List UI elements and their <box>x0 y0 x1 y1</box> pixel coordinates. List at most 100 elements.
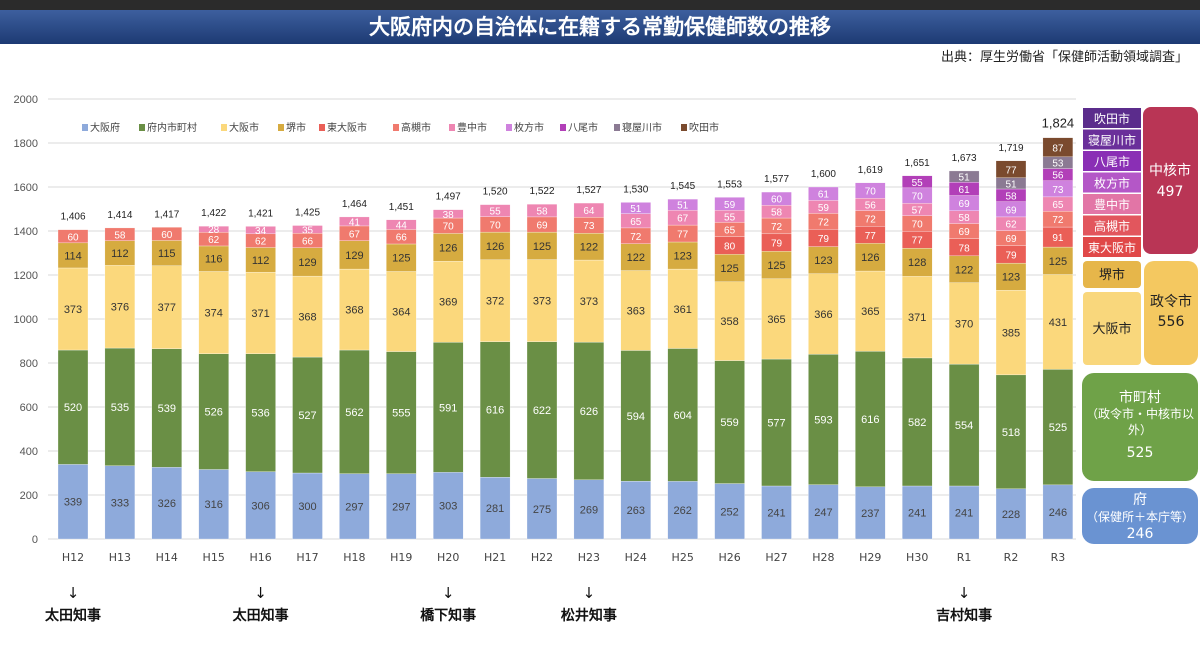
y-tick-label: 2000 <box>14 94 38 106</box>
legend-swatch-6 <box>449 124 455 131</box>
x-tick-label-H25: H25 <box>672 551 694 564</box>
x-tick-label-H20: H20 <box>437 551 459 564</box>
municipalities-sub: （政令市・中核市以外） <box>1086 407 1194 437</box>
data-label-H25-2: 361 <box>674 304 692 316</box>
bar-segment-H18-6 <box>339 216 370 227</box>
legend-swatch-3 <box>278 124 284 131</box>
governor-arrow-4: ↓ <box>958 584 971 602</box>
bar-segment-H30-1 <box>902 357 933 487</box>
data-label-H19-5: 66 <box>396 233 408 244</box>
data-label-H15-5: 62 <box>208 235 220 246</box>
data-label-H18-3: 129 <box>345 250 363 262</box>
total-label-H21: 1,520 <box>483 187 508 198</box>
core-city-label-5: 高槻市 <box>1094 219 1130 234</box>
legend-swatch-7 <box>506 124 512 131</box>
total-label-H26: 1,553 <box>717 179 742 190</box>
data-label-H20-1: 591 <box>439 402 457 414</box>
data-label-H16-2: 371 <box>251 308 269 320</box>
core-city-label-3: 枚方市 <box>1094 176 1130 191</box>
bar-segment-H30-3 <box>902 248 933 277</box>
core-city-box-6 <box>1083 237 1141 257</box>
bar-segment-H28-2 <box>808 273 839 355</box>
legend-label-7: 枚方市 <box>514 121 544 134</box>
bar-segment-H13-0 <box>104 465 136 540</box>
data-label-H26-2: 358 <box>720 316 738 328</box>
governor-arrow-3: ↓ <box>583 584 596 602</box>
bar-segment-H23-2 <box>573 259 605 343</box>
total-label-H23: 1,527 <box>576 185 601 196</box>
data-label-R2-1: 518 <box>1002 427 1020 439</box>
designated-group-value: 556 <box>1158 314 1185 330</box>
total-label-H16: 1,421 <box>248 208 273 219</box>
municipalities-box <box>1082 373 1198 481</box>
y-tick-label: 800 <box>20 358 38 370</box>
total-label-H18: 1,464 <box>342 199 367 210</box>
core-city-label-4: 豊中市 <box>1094 197 1130 212</box>
bar-segment-H24-0 <box>620 480 651 540</box>
x-tick-label-H28: H28 <box>812 551 834 564</box>
data-label-H25-3: 123 <box>674 251 692 263</box>
data-label-R2-0: 228 <box>1002 509 1020 521</box>
data-label-H20-6: 38 <box>443 210 455 221</box>
data-label-H26-7: 59 <box>724 200 736 211</box>
core-city-box-3 <box>1083 172 1141 193</box>
data-label-R1-3: 122 <box>955 264 973 276</box>
governor-label-4: 吉村知事 <box>936 607 992 624</box>
bar-segment-R3-10 <box>1042 137 1074 158</box>
data-label-H21-5: 70 <box>490 220 502 231</box>
data-label-H29-0: 237 <box>861 508 879 520</box>
legend-swatch-0 <box>82 124 88 131</box>
bar-segment-H29-7 <box>855 182 886 199</box>
data-label-H14-5: 60 <box>161 230 173 241</box>
bar-segment-R1-1 <box>948 363 980 487</box>
bar-segment-H26-1 <box>714 360 745 484</box>
x-tick-label-R3: R3 <box>1051 551 1066 564</box>
y-tick-label: 600 <box>20 402 38 414</box>
prefecture-sub: （保健所＋本庁等） <box>1086 510 1194 524</box>
bar-segment-H15-1 <box>198 353 229 470</box>
total-label-R1: 1,673 <box>952 153 977 164</box>
data-label-H19-3: 125 <box>392 253 410 265</box>
data-label-H16-3: 112 <box>252 255 270 267</box>
data-label-H24-5: 72 <box>630 232 642 243</box>
bar-segment-R3-2 <box>1042 274 1074 370</box>
data-label-R3-2: 431 <box>1049 317 1067 329</box>
data-label-H23-5: 73 <box>583 221 595 232</box>
data-label-R2-6: 62 <box>1005 220 1017 231</box>
data-label-H28-6: 59 <box>818 203 830 214</box>
x-tick-label-H16: H16 <box>249 551 271 564</box>
data-label-H18-2: 368 <box>345 305 363 317</box>
bar-segment-H25-7 <box>667 198 698 211</box>
bar-segment-H29-0 <box>855 486 886 540</box>
data-label-H18-1: 562 <box>345 407 363 419</box>
core-city-label-0: 吹田市 <box>1094 111 1130 126</box>
governor-arrow-2: ↓ <box>442 584 455 602</box>
bar-segment-H17-2 <box>292 275 323 358</box>
total-label-H22: 1,522 <box>529 186 554 197</box>
data-label-H30-8: 55 <box>912 178 924 189</box>
core-group-label: 中核市 <box>1149 162 1191 179</box>
core-city-box-2 <box>1083 151 1141 171</box>
data-label-H19-6: 44 <box>396 221 408 232</box>
data-label-H19-1: 555 <box>392 408 410 420</box>
bar-segment-H19-6 <box>386 219 417 230</box>
bar-segment-H18-0 <box>339 473 370 540</box>
bar-segment-H15-3 <box>198 245 229 272</box>
bar-segment-H19-2 <box>386 271 417 352</box>
data-label-H27-7: 60 <box>771 195 783 206</box>
total-label-H24: 1,530 <box>623 184 648 195</box>
bar-segment-H20-3 <box>433 233 464 262</box>
bar-segment-R1-9 <box>948 170 980 183</box>
total-label-H20: 1,497 <box>436 192 461 203</box>
data-label-R1-1: 554 <box>955 420 973 432</box>
data-label-H17-3: 129 <box>298 257 316 269</box>
bar-segment-H16-1 <box>245 353 276 472</box>
data-label-R1-8: 61 <box>959 185 971 196</box>
data-label-H28-3: 123 <box>814 255 832 267</box>
data-label-H26-4: 80 <box>724 242 736 253</box>
total-label-H12: 1,406 <box>60 212 85 223</box>
data-label-H28-1: 593 <box>814 414 832 426</box>
core-group-box <box>1143 107 1198 254</box>
data-label-H22-0: 275 <box>533 504 551 516</box>
y-tick-label: 1200 <box>14 270 38 282</box>
